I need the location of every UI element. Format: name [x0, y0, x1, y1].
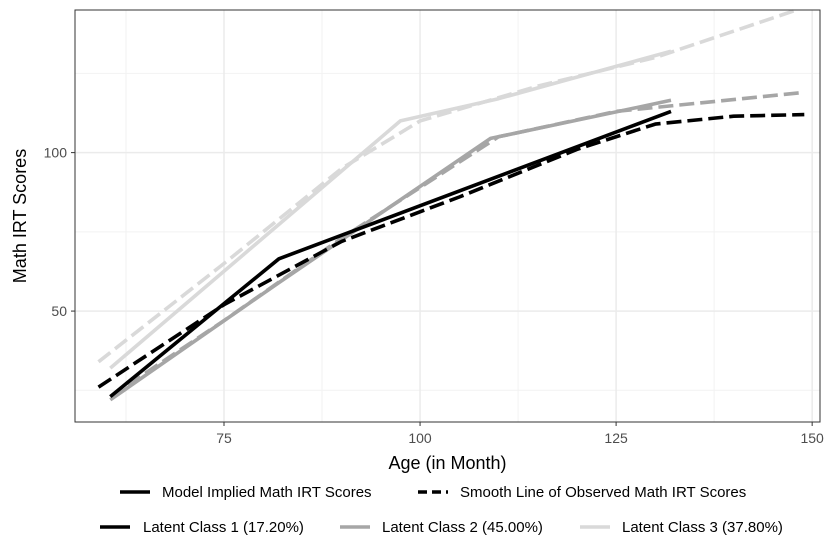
x-axis-title: Age (in Month) — [388, 453, 506, 473]
legend-label-class1: Latent Class 1 (17.20%) — [143, 519, 304, 536]
series-line-class2-smooth — [109, 90, 805, 399]
y-tick-label: 100 — [44, 145, 68, 161]
series-line-class3-model — [109, 49, 672, 370]
y-axis-title: Math IRT Scores — [10, 149, 30, 283]
axis-ticks: 75 100 125 150 50 100 — [44, 145, 824, 446]
legend-label-class3: Latent Class 3 (37.80%) — [622, 519, 783, 536]
plot-panel-border — [74, 9, 821, 423]
grid — [75, 10, 820, 422]
series-line-class3-smooth — [97, 8, 798, 364]
x-tick-label: 100 — [408, 430, 432, 446]
legend-label-class2: Latent Class 2 (45.00%) — [382, 519, 543, 536]
y-tick-label: 50 — [51, 303, 67, 319]
series-lines — [97, 8, 805, 402]
legend-label-model: Model Implied Math IRT Scores — [162, 484, 372, 501]
x-tick-label: 125 — [604, 430, 628, 446]
x-tick-label: 75 — [216, 430, 232, 446]
series-line-class1-smooth — [97, 112, 805, 389]
legend: Model Implied Math IRT Scores Smooth Line… — [100, 484, 783, 536]
series-line-class1-model — [109, 109, 672, 398]
x-tick-label: 150 — [800, 430, 824, 446]
legend-label-smooth: Smooth Line of Observed Math IRT Scores — [460, 484, 746, 501]
